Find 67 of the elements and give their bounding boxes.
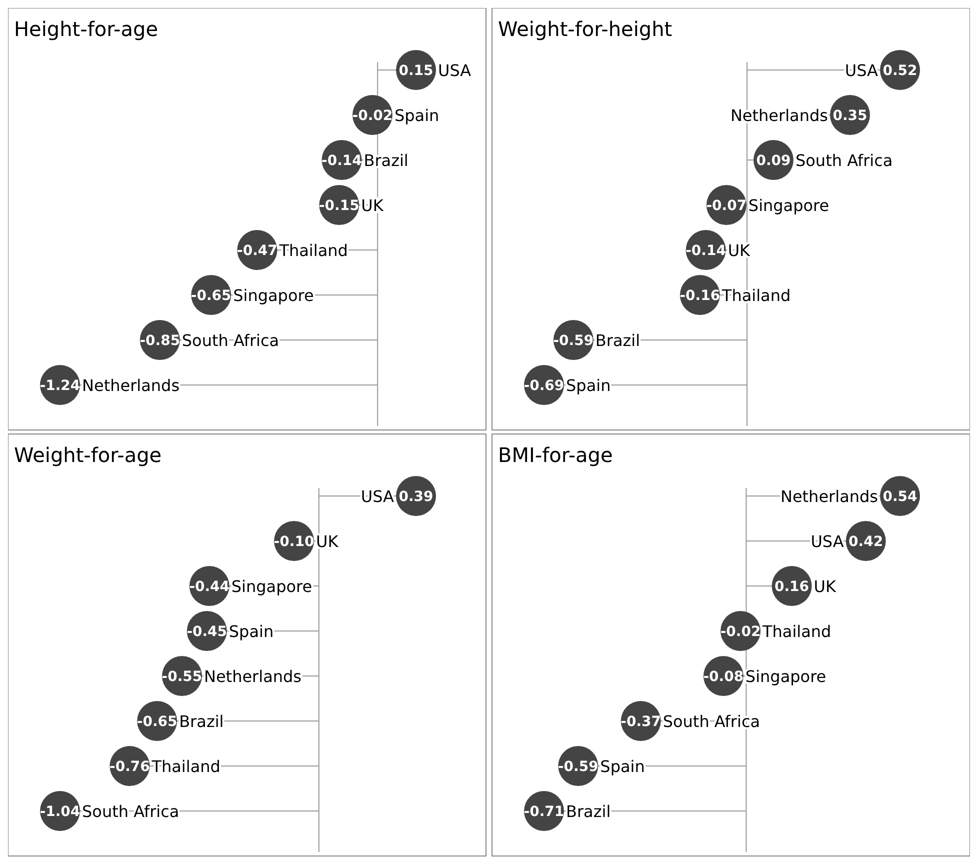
y-tick-label: UK <box>361 196 384 215</box>
y-tick-label: Thailand <box>720 286 791 305</box>
y-tick-label: Thailand <box>278 241 348 260</box>
data-label: 0.54 <box>882 489 918 505</box>
data-label: -0.59 <box>553 333 594 349</box>
data-label: -0.14 <box>686 243 726 259</box>
y-tick-label: UK <box>728 241 751 260</box>
data-label: -0.85 <box>140 333 180 349</box>
y-tick-label: UK <box>814 577 836 596</box>
data-label: -0.07 <box>706 198 747 214</box>
y-tick-label: Brazil <box>179 712 224 731</box>
data-label: 0.15 <box>398 63 434 79</box>
data-label: -1.24 <box>40 378 80 394</box>
y-tick-label: Singapore <box>748 196 830 215</box>
y-tick-label: USA <box>438 61 472 80</box>
data-label: 0.39 <box>398 489 434 505</box>
y-tick-label: Netherlands <box>82 376 180 395</box>
y-tick-label: South Africa <box>82 802 180 821</box>
y-tick-label: Thailand <box>150 757 220 776</box>
data-label: -0.69 <box>524 378 564 394</box>
chart-title: Weight-for-height <box>498 17 672 41</box>
y-tick-label: USA <box>360 487 394 506</box>
data-label: -0.47 <box>237 243 278 259</box>
y-tick-label: South Africa <box>795 151 893 170</box>
data-label: -0.08 <box>703 669 744 685</box>
data-label: -0.02 <box>720 624 761 640</box>
data-label: 0.09 <box>756 153 791 169</box>
y-tick-label: South Africa <box>182 331 280 350</box>
y-tick-label: Spain <box>394 106 440 125</box>
y-tick-label: Netherlands <box>780 487 878 506</box>
data-label: -0.14 <box>322 153 362 169</box>
y-tick-label: Singapore <box>745 667 826 686</box>
data-label: -0.37 <box>620 714 662 730</box>
y-tick-label: USA <box>810 532 844 551</box>
data-label: -0.10 <box>274 534 314 550</box>
y-tick-label: USA <box>844 61 878 80</box>
data-label: 0.35 <box>832 108 868 124</box>
data-label: -0.45 <box>186 624 228 640</box>
y-tick-label: Spain <box>600 757 645 776</box>
chart-title: Height-for-age <box>14 17 158 41</box>
data-label: -0.44 <box>189 579 230 595</box>
data-label: 0.42 <box>848 534 884 550</box>
y-tick-label: Brazil <box>566 802 611 821</box>
data-label: -0.71 <box>524 804 564 820</box>
y-tick-label: Spain <box>228 622 274 641</box>
data-label: -0.65 <box>190 288 232 304</box>
y-tick-label: South Africa <box>662 712 760 731</box>
data-label: -0.65 <box>136 714 178 730</box>
data-label: -0.76 <box>110 759 150 775</box>
chart-title: Weight-for-age <box>14 443 162 467</box>
y-tick-label: Spain <box>566 376 611 395</box>
y-tick-label: Netherlands <box>204 667 302 686</box>
data-label: -0.15 <box>318 198 360 214</box>
data-label: -0.59 <box>558 759 598 775</box>
data-label: -1.04 <box>40 804 80 820</box>
data-label: 0.52 <box>882 63 918 79</box>
data-label: -0.16 <box>680 288 720 304</box>
y-tick-label: Singapore <box>233 286 314 305</box>
y-tick-label: UK <box>316 532 339 551</box>
data-label: 0.16 <box>774 579 810 595</box>
y-tick-label: Brazil <box>364 151 408 170</box>
data-label: -0.02 <box>352 108 393 124</box>
y-tick-label: Singapore <box>231 577 312 596</box>
y-tick-label: Brazil <box>595 331 640 350</box>
chart-title: BMI-for-age <box>498 443 613 467</box>
y-tick-label: Thailand <box>762 622 832 641</box>
data-label: -0.55 <box>162 669 202 685</box>
